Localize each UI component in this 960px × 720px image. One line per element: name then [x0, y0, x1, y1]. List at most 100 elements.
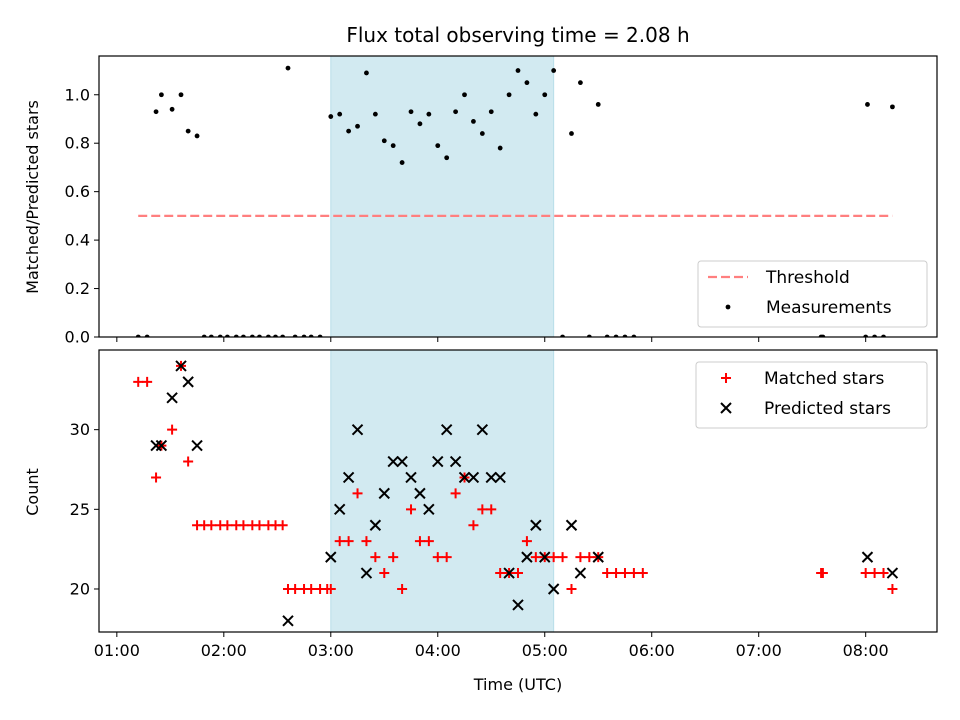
x-tick-label: 06:00	[629, 641, 675, 660]
matched-stars-point	[611, 568, 622, 579]
measurement-point	[542, 92, 548, 98]
matched-stars-point	[878, 568, 889, 579]
x-tick-label: 01:00	[94, 641, 140, 660]
ratio-panel: 0.0 0.2 0.4 0.6 0.8 1.0 Threshold Measurements	[65, 55, 938, 347]
measurement-point	[488, 109, 494, 115]
predicted-stars-point	[485, 471, 497, 484]
matched-stars-point	[361, 536, 372, 547]
x-tick-label: 02:00	[201, 641, 247, 660]
legend-label: Matched stars	[764, 369, 884, 389]
matched-stars-point	[388, 552, 399, 563]
measurement-point	[533, 111, 539, 117]
measurement-point	[497, 145, 503, 151]
matched-stars-point	[441, 552, 452, 563]
matched-stars-point	[306, 583, 317, 594]
matched-stars-point	[513, 568, 523, 579]
ratio-y-axis-label: Matched/Predicted stars	[23, 100, 42, 294]
matched-stars-point	[183, 456, 194, 467]
count-panel: 20 25 30 01:00 02:00 03:00 04:00 05:00 06:00 07:0…	[70, 349, 938, 660]
measurement-point	[328, 114, 334, 119]
measurement-point	[453, 109, 458, 115]
predicted-stars-point	[539, 551, 551, 563]
matched-stars-point	[432, 552, 443, 563]
matched-stars-point	[602, 568, 613, 579]
chart-title: Flux total observing time = 2.08 h	[346, 23, 689, 47]
matched-stars-point	[566, 583, 577, 594]
predicted-stars-point	[476, 423, 489, 436]
matched-stars-point	[468, 520, 479, 531]
matched-stars-point	[343, 536, 354, 547]
measurement-point	[159, 92, 164, 98]
predicted-stars-point	[342, 471, 355, 484]
predicted-stars-point	[414, 487, 426, 500]
count-y-axis-label: Count	[23, 468, 42, 516]
predicted-stars-point	[155, 439, 168, 452]
y-tick-label: 30	[70, 420, 90, 439]
measurement-point	[551, 68, 557, 73]
measurement-point	[390, 143, 396, 149]
predicted-stars-point	[592, 551, 604, 563]
measurement-point	[399, 160, 405, 165]
matched-stars-point	[142, 376, 153, 387]
matched-stars-point	[477, 504, 488, 515]
predicted-stars-point	[494, 471, 506, 484]
legend-marker	[720, 402, 732, 414]
predicted-stars-point	[440, 423, 453, 436]
matched-stars-point	[277, 520, 288, 531]
measurement-point	[890, 104, 895, 110]
predicted-stars-point	[369, 519, 382, 531]
predicted-stars-point	[191, 439, 203, 452]
predicted-stars-point	[530, 519, 542, 531]
highlight-span	[330, 55, 555, 338]
legend-marker	[721, 373, 731, 383]
matched-stars-point	[869, 568, 880, 579]
measurement-point	[185, 128, 191, 134]
predicted-stars-point	[325, 551, 337, 563]
matched-stars-point	[397, 583, 408, 594]
predicted-stars-point	[175, 360, 187, 372]
measurement-point	[372, 111, 378, 117]
matched-stars-point	[548, 552, 559, 563]
measurement-point	[471, 119, 476, 124]
predicted-stars-point	[547, 583, 560, 595]
predicted-stars-point	[405, 471, 417, 484]
measurement-point	[408, 109, 414, 115]
matched-stars-point	[325, 583, 336, 594]
legend	[697, 260, 928, 328]
measurement-point	[337, 111, 343, 117]
legend-label: Threshold	[765, 268, 850, 288]
axes-frame	[98, 349, 938, 633]
x-tick-label: 03:00	[308, 641, 354, 660]
matched-stars-point	[450, 488, 461, 499]
matched-stars-point	[352, 488, 363, 499]
predicted-stars-point	[521, 551, 533, 563]
matched-stars-point	[151, 472, 162, 483]
predicted-stars-point	[166, 392, 178, 404]
matched-stars-point	[637, 568, 648, 579]
matched-stars-point	[379, 568, 390, 579]
measurement-point	[364, 70, 369, 76]
legend-label: Measurements	[766, 298, 892, 318]
highlight-span	[330, 349, 555, 633]
y-tick-label: 0.0	[65, 328, 90, 347]
matched-stars-point	[206, 520, 217, 531]
measurement-point	[595, 102, 601, 107]
matched-stars-point	[486, 504, 497, 515]
measurement-point	[285, 65, 291, 71]
matched-stars-point	[254, 520, 265, 531]
predicted-stars-point	[360, 567, 373, 579]
measurement-point	[444, 155, 450, 161]
predicted-stars-point	[387, 455, 399, 468]
y-tick-label: 25	[70, 500, 90, 519]
predicted-stars-point	[378, 487, 390, 500]
measurement-point	[169, 106, 175, 112]
matched-stars-point	[628, 568, 639, 579]
matched-stars-point	[370, 552, 381, 563]
measurement-point	[578, 80, 583, 86]
predicted-stars-point	[886, 567, 899, 579]
matched-stars-point	[521, 536, 532, 547]
matched-stars-point	[167, 424, 178, 435]
measurement-point	[194, 133, 200, 139]
predicted-stars-point	[467, 471, 480, 484]
matched-stars-point	[423, 536, 434, 547]
